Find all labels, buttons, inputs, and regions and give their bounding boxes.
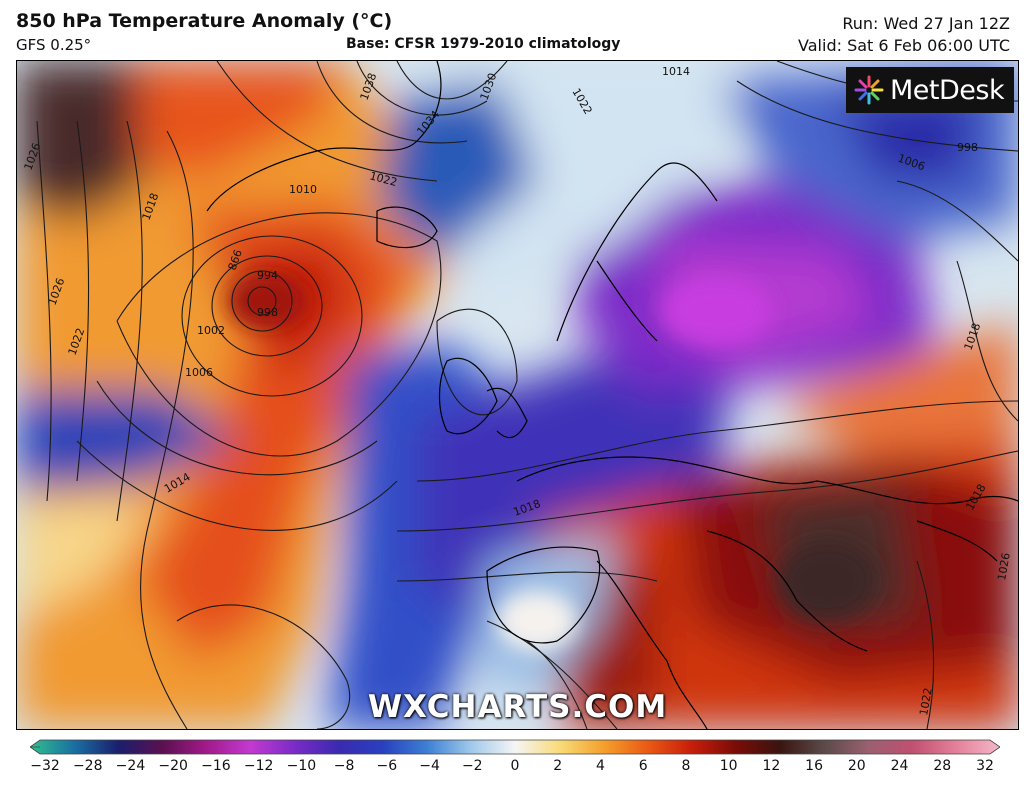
climatology-base-label: Base: CFSR 1979-2010 climatology [346,36,621,52]
chart-title: 850 hPa Temperature Anomaly (°C) [16,10,393,32]
legend-tick-label: −24 [115,758,146,774]
legend-tick-label: −12 [243,758,274,774]
legend-tick-label: 20 [847,758,866,774]
legend-tick-label: 32 [976,758,994,774]
isobar-label: 1010 [289,183,317,196]
isobar-label: 1026 [995,552,1013,582]
isobar-label: 1022 [917,687,935,717]
watermark: WXCHARTS.COM [367,689,668,725]
legend-tick-label: −20 [158,758,188,774]
run-time-label: Run: Wed 27 Jan 12Z [842,14,1010,33]
isobar-label: 998 [257,306,278,319]
legend-tick-label: −16 [201,758,231,774]
isobar-label: 1006 [185,366,213,379]
color-scale-bar [28,739,1001,755]
isobar-lines [36,61,1018,729]
legend-tick-label: 4 [595,758,605,774]
legend-tick-label: 8 [681,758,691,774]
legend-tick-label: −32 [30,758,60,774]
metdesk-logo: MetDesk [846,67,1014,113]
legend-tick-label: 24 [890,758,909,774]
valid-time-label: Valid: Sat 6 Feb 06:00 UTC [798,36,1010,55]
anomaly-map: 1026 1038 1030 1022 1014 1034 1018 1010 … [16,60,1019,730]
legend-tick-label: −28 [72,758,103,774]
legend-tick-label: −10 [286,758,317,774]
color-scale-legend: −32 −28 −24 −20 −16 −12 −10 −8 −6 −4 −2 0 2 4 6 8 10 12 16… [28,738,1001,788]
model-label: GFS 0.25° [16,36,92,54]
legend-tick-label: 0 [510,758,520,774]
legend-tick-label: 6 [638,758,648,774]
isobar-label: 1002 [197,324,225,337]
legend-tick-label: 10 [719,758,738,774]
legend-tick-label: 28 [933,758,952,774]
legend-tick-label: −8 [333,758,355,774]
legend-tick-label: −6 [376,758,398,774]
legend-tick-label: 12 [762,758,781,774]
isobar-label: 994 [257,269,278,282]
legend-tick-label: 2 [553,758,563,774]
anomaly-map-graphic: 1026 1038 1030 1022 1014 1034 1018 1010 … [17,61,1018,729]
starburst-icon [854,75,884,105]
coastlines [206,61,1018,729]
isobar-label: 1014 [662,65,690,78]
legend-tick-label: 16 [805,758,823,774]
legend-tick-label: −2 [461,758,483,774]
logo-text: MetDesk [890,74,1005,106]
isobar-label: 998 [957,141,978,154]
legend-tick-label: −4 [419,758,440,774]
